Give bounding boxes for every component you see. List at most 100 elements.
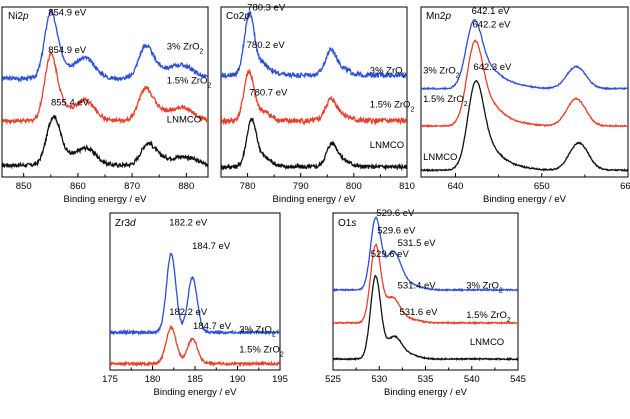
panel-title-element: Zr3	[115, 218, 130, 229]
series-line-o-0	[333, 216, 518, 293]
series-label-sub: 2	[456, 72, 460, 79]
series-label-sub: 2	[499, 287, 503, 294]
series-label-sub: 2	[464, 101, 468, 108]
x-tick-label-ni-1: 860	[70, 181, 86, 192]
x-tick-label-ni-0: 850	[16, 181, 32, 192]
series-label-ni-0: 3% ZrO2	[167, 42, 204, 56]
series-label-mn-2: LNMCO	[423, 152, 457, 163]
series-label-text: LNMCO	[167, 115, 201, 126]
x-tick-label-co-2: 800	[346, 181, 362, 192]
series-line-co-2	[221, 117, 407, 172]
peak-label-co-2: 780.7 eV	[249, 87, 288, 98]
series-line-mn-2	[421, 79, 628, 173]
series-line-o-1	[333, 242, 518, 326]
peak-label-ni-0: 854.9 eV	[48, 8, 87, 19]
panel-frame-ni	[1, 6, 209, 178]
series-line-mn-1	[421, 39, 628, 128]
x-axis-label-o: Binding energy / eV	[384, 387, 468, 398]
series-label-text: 3% ZrO	[466, 280, 499, 291]
series-label-sub: 2	[403, 72, 407, 79]
series-label-text: LNMCO	[470, 337, 504, 348]
x-axis-label-co: Binding energy / eV	[273, 194, 357, 205]
series-label-sub: 2	[507, 317, 511, 324]
peak-label-o-0: 529.6 eV	[376, 208, 415, 219]
series-line-ni-1	[2, 49, 208, 126]
x-axis-label-mn: Binding energy / eV	[483, 194, 567, 205]
series-label-text: 3% ZrO	[239, 324, 272, 335]
x-tick-label-zr-4: 195	[272, 374, 288, 385]
peak-label-ni-1: 854.9 eV	[48, 45, 87, 56]
peak-label-o-1: 529.6 eV	[377, 225, 416, 236]
panel-frame-co	[220, 6, 408, 178]
peak-label-zr-0: 182.2 eV	[169, 218, 208, 229]
series-label-text: 1.5% ZrO	[370, 99, 411, 110]
series-label-sub: 2	[410, 106, 414, 113]
series-label-ni-2: LNMCO	[167, 115, 201, 126]
series-line-ni-0	[2, 9, 208, 83]
peak-label-zr-3: 184.7 eV	[193, 321, 232, 332]
panel-title-orbital: p	[444, 11, 451, 22]
series-label-text: 1.5% ZrO	[167, 76, 208, 87]
series-label-ni-1: 1.5% ZrO2	[167, 76, 212, 90]
series-label-sub: 2	[200, 48, 204, 55]
series-line-o-2	[333, 274, 518, 362]
x-tick-label-o-4: 545	[510, 374, 526, 385]
peak-label-o-2: 531.5 eV	[398, 238, 437, 249]
peak-label-o-5: 531.6 eV	[399, 307, 438, 318]
x-tick-label-co-3: 810	[399, 181, 415, 192]
series-label-mn-1: 1.5% ZrO2	[423, 94, 468, 108]
x-tick-label-zr-3: 190	[230, 374, 246, 385]
panel-title-zr: Zr3d	[115, 218, 136, 229]
x-tick-label-co-0: 780	[240, 181, 256, 192]
series-label-text: 3% ZrO	[167, 42, 200, 53]
peak-label-co-1: 780.2 eV	[247, 40, 286, 51]
series-label-text: LNMCO	[370, 140, 404, 151]
x-axis-label-zr: Binding energy / eV	[154, 387, 238, 398]
series-label-o-2: LNMCO	[470, 337, 504, 348]
panel-title-o: O1s	[338, 218, 356, 229]
peak-label-o-4: 531.4 eV	[398, 280, 437, 291]
peak-label-o-3: 529.6 eV	[371, 249, 410, 260]
series-label-co-0: 3% ZrO2	[370, 65, 407, 79]
peak-label-zr-2: 182.2 eV	[169, 307, 208, 318]
x-tick-label-o-1: 530	[371, 374, 387, 385]
series-line-co-0	[221, 10, 407, 80]
series-label-text: 3% ZrO	[370, 65, 403, 76]
series-label-text: 1.5% ZrO	[423, 94, 464, 105]
series-label-sub: 2	[272, 331, 276, 338]
panel-title-co: Co2p	[226, 11, 250, 22]
x-tick-label-o-3: 540	[464, 374, 480, 385]
x-tick-label-ni-2: 870	[124, 181, 140, 192]
series-label-zr-1: 1.5% ZrO2	[239, 345, 284, 359]
series-label-text: 1.5% ZrO	[466, 310, 507, 321]
series-label-sub: 2	[280, 351, 284, 358]
peak-label-co-0: 780.3 eV	[247, 2, 286, 13]
panel-frame-mn	[420, 6, 629, 178]
series-label-text: 3% ZrO	[423, 65, 456, 76]
panel-title-mn: Mn2p	[426, 11, 451, 22]
panel-title-element: Co2	[226, 11, 245, 22]
panel-title-element: Ni2	[8, 11, 23, 22]
panel-frame-o	[332, 212, 519, 371]
peak-label-ni-2: 855.4 eV	[51, 98, 90, 109]
series-label-zr-0: 3% ZrO2	[239, 324, 276, 338]
panel-title-element: Mn2	[426, 11, 446, 22]
x-tick-label-zr-1: 180	[145, 374, 161, 385]
series-label-o-1: 1.5% ZrO2	[466, 310, 511, 324]
peak-label-zr-1: 184.7 eV	[192, 241, 231, 252]
x-tick-label-zr-2: 185	[187, 374, 203, 385]
x-axis-label-ni: Binding energy / eV	[64, 194, 148, 205]
peak-label-mn-0: 642.1 eV	[472, 6, 511, 17]
panel-title-orbital: s	[351, 218, 356, 229]
panel-title-element: O1	[338, 218, 352, 229]
x-tick-label-o-0: 525	[325, 374, 341, 385]
series-line-mn-0	[421, 18, 628, 91]
x-tick-label-mn-2: 660	[620, 181, 630, 192]
series-label-text: 1.5% ZrO	[239, 345, 280, 356]
x-tick-label-o-2: 535	[418, 374, 434, 385]
series-line-ni-2	[2, 114, 208, 170]
